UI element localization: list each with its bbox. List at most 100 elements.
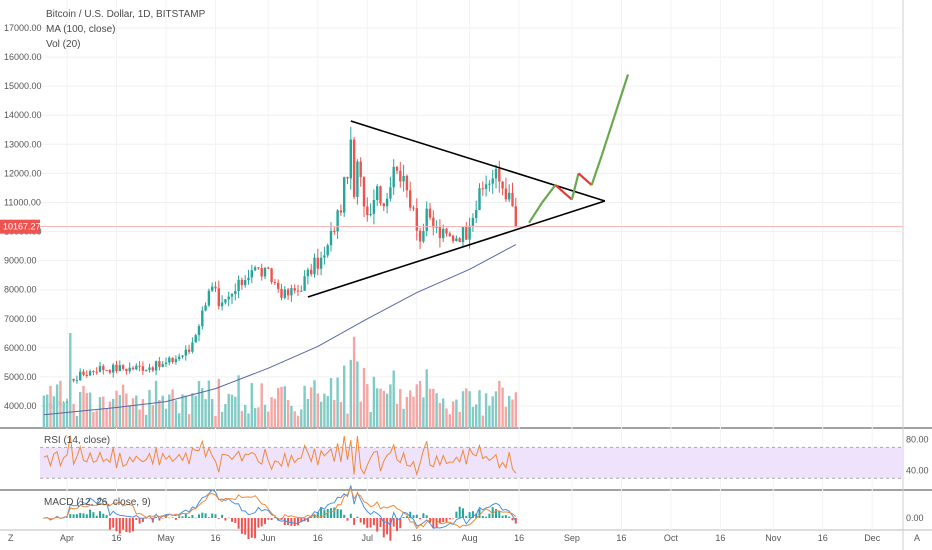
candle-body <box>484 184 488 189</box>
candle-body <box>263 267 267 277</box>
volume-bar <box>395 403 399 428</box>
volume-bar <box>260 383 263 428</box>
y-tick-label: 9000.00 <box>4 256 37 266</box>
macd-histogram-bar <box>448 518 451 520</box>
volume-bar <box>283 386 286 428</box>
macd-histogram-bar <box>432 518 435 529</box>
timezone-icon[interactable]: Z <box>8 533 14 543</box>
candle-body <box>253 267 257 271</box>
candle-body <box>362 177 366 207</box>
macd-histogram-bar <box>435 518 438 528</box>
macd-histogram-bar <box>95 515 98 518</box>
candle-body <box>415 208 418 231</box>
candle-body <box>244 280 247 286</box>
candle-body <box>115 364 118 372</box>
volume-bar <box>250 383 253 428</box>
candle-body <box>118 365 121 372</box>
volume-bar <box>438 402 442 428</box>
volume-bar <box>346 413 349 428</box>
candle-body <box>247 277 250 281</box>
candle-body <box>491 178 494 184</box>
rsi-legend: RSI (14, close) <box>44 435 111 446</box>
volume-bar <box>224 404 227 428</box>
macd-histogram-bar <box>300 518 303 523</box>
macd-legend: MACD (12, 26, close, 9) <box>44 497 151 508</box>
x-tick-label: Jun <box>261 533 276 543</box>
candle-body <box>422 231 425 242</box>
macd-histogram-bar <box>495 509 497 518</box>
symbol-title: Bitcoin / U.S. Dollar, 1D, BITSTAMP <box>46 9 206 20</box>
macd-histogram-bar <box>471 511 474 518</box>
volume-bar <box>214 416 217 428</box>
volume-bar <box>55 384 59 428</box>
volume-bar <box>244 404 247 428</box>
candle-body <box>250 270 253 278</box>
candle-body <box>385 198 389 207</box>
candle-body <box>425 208 428 232</box>
volume-bar <box>145 414 148 428</box>
candle-body <box>171 357 174 363</box>
volume-bar <box>194 395 197 428</box>
x-tick-label: Oct <box>664 533 679 543</box>
candle-body <box>475 210 478 218</box>
volume-bar <box>247 413 250 428</box>
candle-body <box>494 168 498 179</box>
candle-body <box>478 188 481 211</box>
candle-body <box>471 217 475 226</box>
rsi-line <box>43 435 517 477</box>
y-tick-label: 12000.00 <box>4 168 42 178</box>
macd-histogram-bar <box>231 518 233 522</box>
macd-histogram-bar <box>346 518 349 521</box>
candle-body <box>178 356 181 360</box>
macd-histogram-bar <box>356 516 359 518</box>
ma-line <box>43 244 517 416</box>
macd-histogram-bar <box>491 507 494 518</box>
macd-histogram-bar <box>194 517 197 519</box>
x-tick-label: 16 <box>715 533 725 543</box>
candle-body <box>201 310 204 327</box>
y-tick-label: 13000.00 <box>4 139 42 149</box>
macd-histogram-bar <box>207 517 210 518</box>
y-tick-label: 4000.00 <box>4 401 37 411</box>
candle-body <box>148 367 151 370</box>
candle-body <box>435 226 438 228</box>
macd-histogram-bar <box>478 508 481 518</box>
candle-body <box>85 374 88 376</box>
macd-histogram-bar <box>504 515 507 518</box>
candle-body <box>455 238 458 242</box>
auto-scale-icon[interactable]: A <box>914 533 920 543</box>
candle-body <box>306 269 310 277</box>
candle-body <box>366 206 369 216</box>
macd-histogram-bar <box>69 514 72 518</box>
x-tick-label: Aug <box>462 533 478 543</box>
volume-bar <box>504 406 508 428</box>
macd-histogram-bar <box>442 518 445 523</box>
volume-bar <box>59 380 62 428</box>
volume-bar <box>475 404 478 428</box>
macd-histogram-bar <box>422 513 425 518</box>
macd-histogram-bar <box>392 518 395 527</box>
macd-histogram-bar <box>326 508 329 518</box>
macd-histogram-bar <box>419 518 422 520</box>
volume-bar <box>197 380 201 428</box>
volume-bar <box>135 395 138 428</box>
candle-body <box>197 326 201 336</box>
candle-body <box>376 186 379 201</box>
candle-body <box>82 371 85 375</box>
macd-histogram-bar <box>128 518 131 533</box>
macd-histogram-bar <box>458 506 461 518</box>
macd-histogram-bar <box>372 518 375 526</box>
volume-bar <box>501 387 504 428</box>
x-tick-label: Jul <box>362 533 374 543</box>
candle-body <box>399 170 402 182</box>
volume-bar <box>280 386 283 428</box>
volume-bar <box>240 410 244 428</box>
candle-body <box>237 279 240 292</box>
volume-bar <box>300 409 303 428</box>
macd-histogram-bar <box>125 518 128 533</box>
volume-bar <box>514 392 517 428</box>
volume-bar <box>270 397 273 428</box>
macd-histogram-bar <box>313 514 316 518</box>
candle-body <box>352 139 356 197</box>
